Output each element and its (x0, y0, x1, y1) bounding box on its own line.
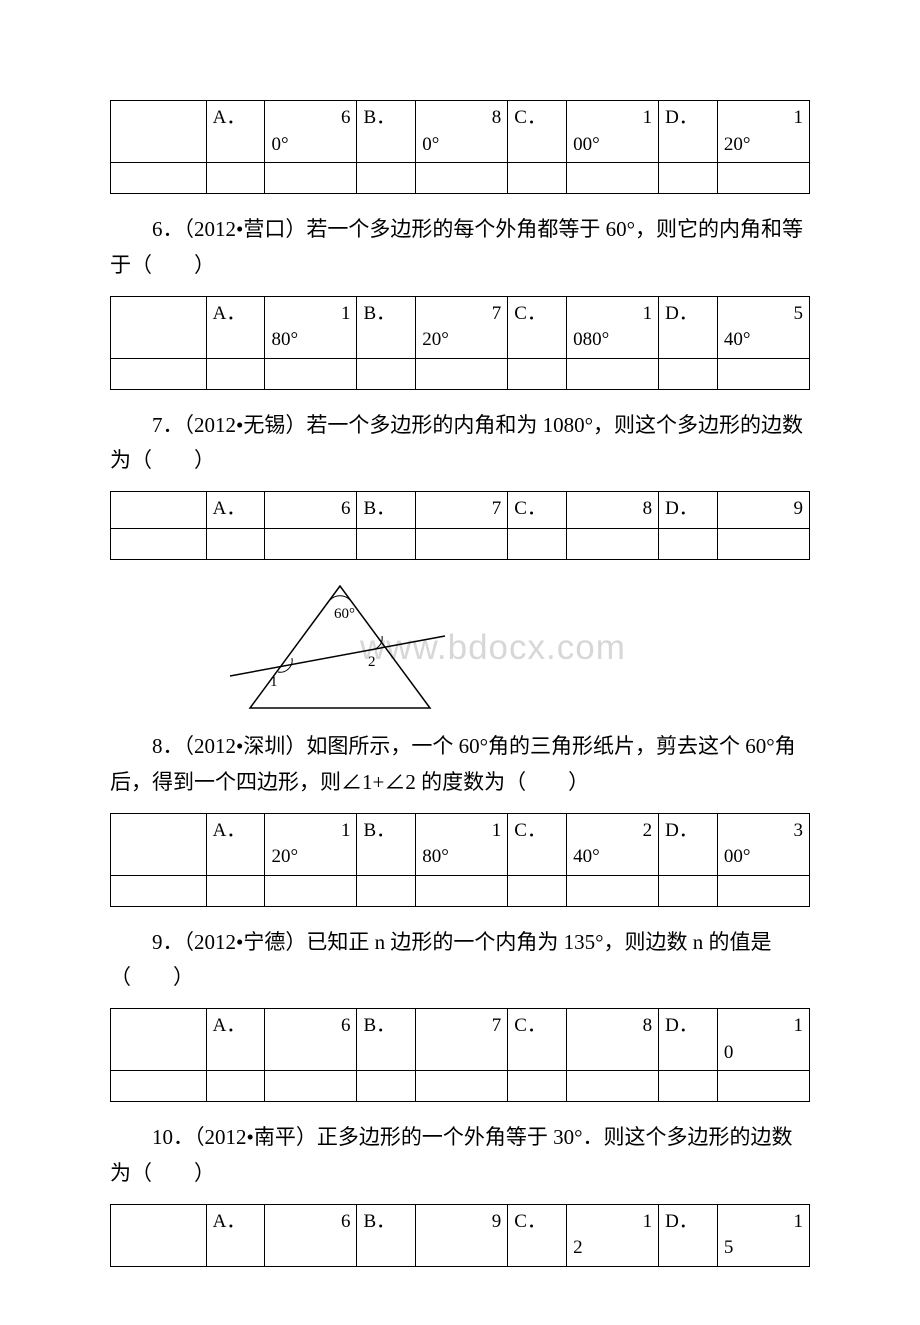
option-letter-a: A． (206, 813, 265, 875)
option-letter-c: C． (508, 1204, 567, 1266)
option-letter-c: C． (508, 492, 567, 529)
option-letter-a: A． (206, 492, 265, 529)
table-row (111, 163, 810, 194)
option-value: 60° (265, 101, 357, 163)
option-letter-b: B． (357, 813, 416, 875)
q8-text: 8．（2012•深圳）如图所示，一个 60°角的三角形纸片，剪去这个 60°角后… (110, 729, 810, 800)
table-row: A． 120° B． 180° C． 240° D． 300° (111, 813, 810, 875)
option-letter-d: D． (659, 1204, 718, 1266)
option-value: 8 (567, 1009, 659, 1071)
table-row: A． 60° B． 80° C． 100° D． 120° (111, 101, 810, 163)
option-letter-c: C． (508, 1009, 567, 1071)
option-value: 7 (416, 1009, 508, 1071)
angle-60-label: 60° (334, 606, 355, 622)
option-value: 6 (265, 1204, 357, 1266)
q7-text: 7．（2012•无锡）若一个多边形的内角和为 1080°，则这个多边形的边数为（… (110, 408, 810, 479)
option-value: 6 (265, 492, 357, 529)
angle-1-label: 1 (270, 674, 278, 690)
option-value: 6 (265, 1009, 357, 1071)
option-value: 120° (717, 101, 809, 163)
option-letter-b: B． (357, 1204, 416, 1266)
q10-text: 10．（2012•南平）正多边形的一个外角等于 30°．则这个多边形的边数为（ … (110, 1120, 810, 1191)
option-value: 9 (416, 1204, 508, 1266)
option-value: 10 (717, 1009, 809, 1071)
q6-options-table: A． 180° B． 720° C． 1080° D． 540° (110, 296, 810, 390)
option-value: 720° (416, 296, 508, 358)
table-row: A． 6 B． 7 C． 8 D． 10 (111, 1009, 810, 1071)
option-letter-a: A． (206, 1009, 265, 1071)
q9-options-table: A． 6 B． 7 C． 8 D． 10 (110, 1008, 810, 1102)
option-value: 180° (416, 813, 508, 875)
option-letter-b: B． (357, 296, 416, 358)
option-value: 9 (717, 492, 809, 529)
option-value: 540° (717, 296, 809, 358)
option-letter-d: D． (659, 813, 718, 875)
option-value: 80° (416, 101, 508, 163)
option-value: 240° (567, 813, 659, 875)
document-page: A． 60° B． 80° C． 100° D． 120° 6．（2012•营口… (0, 0, 920, 1325)
option-value: 300° (717, 813, 809, 875)
option-letter-c: C． (508, 813, 567, 875)
q9-text: 9．（2012•宁德）已知正 n 边形的一个内角为 135°，则边数 n 的值是… (110, 925, 810, 996)
table-row: A． 180° B． 720° C． 1080° D． 540° (111, 296, 810, 358)
option-letter-b: B． (357, 1009, 416, 1071)
option-value: 180° (265, 296, 357, 358)
option-value: 1080° (567, 296, 659, 358)
q8-figure: www.bdocx.com 60° 1 2 (220, 578, 640, 723)
option-letter-a: A． (206, 296, 265, 358)
q6-text: 6．（2012•营口）若一个多边形的每个外角都等于 60°，则它的内角和等于（ … (110, 212, 810, 283)
option-value: 15 (717, 1204, 809, 1266)
q7-options-table: A． 6 B． 7 C． 8 D． 9 (110, 491, 810, 560)
triangle-diagram: 60° 1 2 (220, 578, 450, 718)
table-row (111, 875, 810, 906)
option-value: 12 (567, 1204, 659, 1266)
option-letter-d: D． (659, 296, 718, 358)
option-value: 7 (416, 492, 508, 529)
option-value: 8 (567, 492, 659, 529)
option-letter-a: A． (206, 1204, 265, 1266)
option-value: 100° (567, 101, 659, 163)
option-letter-b: B． (357, 492, 416, 529)
table-row (111, 529, 810, 560)
table-row: A． 6 B． 9 C． 12 D． 15 (111, 1204, 810, 1266)
option-letter-d: D． (659, 492, 718, 529)
option-letter-d: D． (659, 101, 718, 163)
option-letter-c: C． (508, 296, 567, 358)
option-letter-d: D． (659, 1009, 718, 1071)
option-letter-b: B． (357, 101, 416, 163)
table-row (111, 358, 810, 389)
angle-2-label: 2 (368, 654, 376, 670)
option-letter-a: A． (206, 101, 265, 163)
q8-options-table: A． 120° B． 180° C． 240° D． 300° (110, 813, 810, 907)
table-row (111, 1071, 810, 1102)
q5-options-table: A． 60° B． 80° C． 100° D． 120° (110, 100, 810, 194)
table-row: A． 6 B． 7 C． 8 D． 9 (111, 492, 810, 529)
q10-options-table: A． 6 B． 9 C． 12 D． 15 (110, 1204, 810, 1267)
option-letter-c: C． (508, 101, 567, 163)
option-value: 120° (265, 813, 357, 875)
